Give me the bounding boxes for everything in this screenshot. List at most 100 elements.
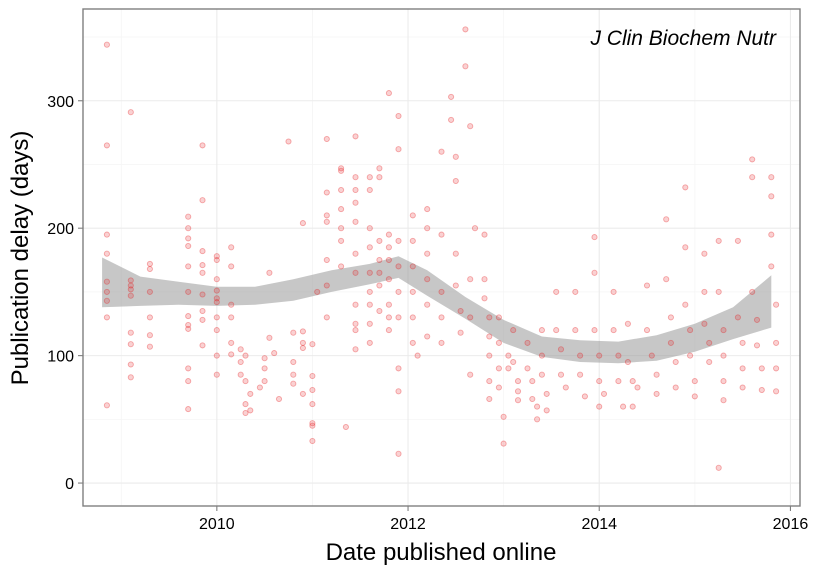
data-point xyxy=(103,402,110,409)
x-axis-title: Date published online xyxy=(326,539,557,566)
data-point xyxy=(352,133,359,140)
data-point xyxy=(720,327,727,334)
data-point xyxy=(352,218,359,225)
data-point xyxy=(467,276,474,283)
data-point xyxy=(127,277,134,284)
data-point xyxy=(624,358,631,366)
data-point xyxy=(213,352,220,359)
data-point xyxy=(199,342,206,349)
data-point xyxy=(237,371,244,378)
data-point xyxy=(457,329,464,336)
data-point xyxy=(199,316,206,323)
data-point xyxy=(309,437,316,445)
data-point xyxy=(409,314,416,321)
data-point xyxy=(127,109,134,116)
x-tick-label: 2010 xyxy=(199,516,235,533)
data-point xyxy=(309,420,316,427)
data-point xyxy=(452,250,459,257)
data-point xyxy=(199,307,206,315)
data-point xyxy=(103,142,110,149)
data-point xyxy=(734,237,741,244)
data-point xyxy=(739,384,746,391)
data-point xyxy=(424,225,431,232)
data-point xyxy=(366,174,373,181)
data-point xyxy=(228,339,235,346)
data-point xyxy=(514,397,522,404)
data-point xyxy=(199,142,206,149)
data-point xyxy=(103,250,110,257)
data-point xyxy=(185,213,192,220)
data-point xyxy=(682,301,689,308)
data-point xyxy=(228,301,235,308)
data-point xyxy=(524,365,531,372)
data-point xyxy=(581,393,588,400)
data-point xyxy=(395,146,402,153)
data-point xyxy=(127,286,134,293)
data-point xyxy=(395,388,402,395)
data-point xyxy=(557,346,565,353)
data-point xyxy=(290,329,297,336)
data-point xyxy=(127,361,134,368)
data-point xyxy=(538,352,545,359)
data-point xyxy=(577,352,584,359)
data-point xyxy=(247,390,254,397)
data-point xyxy=(720,378,727,385)
data-point xyxy=(376,174,383,181)
data-point xyxy=(385,314,392,321)
data-point xyxy=(505,365,512,372)
data-point xyxy=(127,282,134,289)
data-point xyxy=(629,378,636,385)
data-point xyxy=(557,371,565,378)
data-point xyxy=(199,269,206,276)
data-point xyxy=(495,314,502,321)
data-point xyxy=(481,276,488,283)
data-point xyxy=(409,339,416,346)
data-point xyxy=(452,282,459,289)
data-point xyxy=(338,186,345,194)
data-point xyxy=(213,295,220,302)
data-point xyxy=(457,307,464,315)
data-point xyxy=(620,403,627,410)
data-point xyxy=(290,371,297,378)
data-point xyxy=(438,339,445,346)
data-point xyxy=(338,167,345,174)
data-point xyxy=(213,253,220,260)
data-point xyxy=(672,358,679,366)
data-point xyxy=(448,93,455,100)
data-point xyxy=(691,393,698,400)
data-point xyxy=(185,406,192,413)
data-point xyxy=(610,327,617,334)
data-point xyxy=(753,316,761,323)
data-point xyxy=(773,365,780,372)
data-point xyxy=(309,401,316,408)
data-point xyxy=(720,352,727,359)
data-point xyxy=(610,288,617,295)
data-point xyxy=(127,329,134,336)
data-point xyxy=(768,231,775,238)
data-point xyxy=(261,355,268,362)
data-point xyxy=(749,174,756,181)
data-point xyxy=(342,423,349,431)
data-point xyxy=(299,390,306,397)
data-point xyxy=(529,378,536,385)
data-point xyxy=(424,276,431,283)
data-point xyxy=(352,250,359,257)
data-point xyxy=(290,380,297,387)
data-point xyxy=(352,174,359,181)
data-point xyxy=(299,328,306,335)
data-point xyxy=(720,397,727,404)
data-point xyxy=(486,395,493,403)
data-point xyxy=(452,153,459,160)
data-point xyxy=(395,365,402,372)
data-point xyxy=(424,206,431,213)
data-point xyxy=(409,237,416,244)
data-point xyxy=(414,352,421,359)
data-point xyxy=(467,314,474,321)
data-point xyxy=(663,216,670,223)
data-point xyxy=(385,244,392,251)
data-point xyxy=(323,282,330,289)
data-point xyxy=(538,327,545,334)
data-point xyxy=(199,291,206,298)
data-point xyxy=(495,384,502,391)
data-point xyxy=(768,263,775,270)
